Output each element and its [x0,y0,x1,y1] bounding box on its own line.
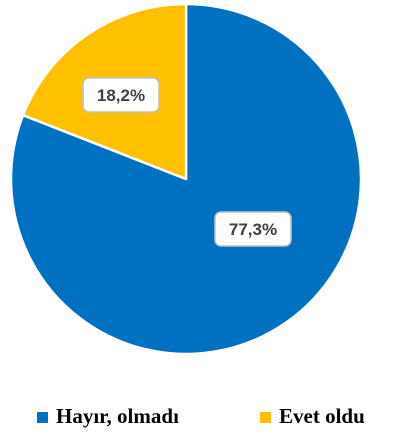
legend: Hayır, olmadı Evet oldu [37,404,365,428]
data-label-evet: 18,2% [82,77,160,113]
data-label-hayir: 77,3% [214,211,292,247]
legend-label-hayir: Hayır, olmadı [56,404,179,428]
pie-slices [9,2,363,356]
data-label-text-hayir: 77,3% [229,220,277,239]
legend-swatch-evet [260,412,271,423]
data-label-box-hayir [214,211,292,247]
data-label-box-evet [82,77,160,113]
legend-label-evet: Evet oldu [279,404,365,428]
data-label-text-evet: 18,2% [97,86,145,105]
legend-swatch-hayir [37,412,48,423]
